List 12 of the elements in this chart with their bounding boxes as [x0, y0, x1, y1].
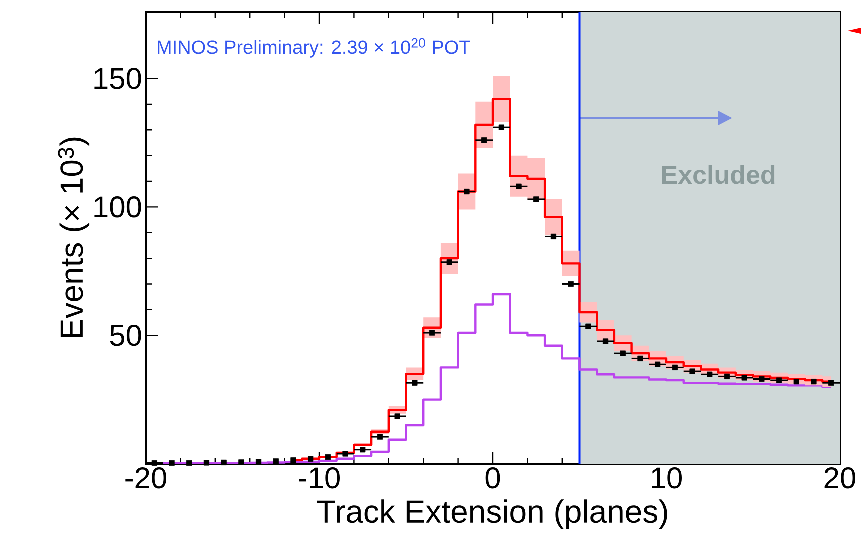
- x-tick-label: -20: [126, 468, 167, 489]
- y-tick-label: 100: [94, 196, 142, 218]
- y-tick-label: 50: [110, 324, 142, 346]
- y-tick-label: 150: [94, 68, 142, 90]
- band-label: Excluded: [662, 165, 775, 184]
- x-tick-label: -10: [299, 468, 340, 489]
- x-tick-label: 10: [652, 468, 682, 489]
- annotation: MINOS Preliminary: 2.39 × 10$^{20}$ POT: [158, 38, 470, 58]
- x-axis-title: Track Extension (planes): [317, 500, 668, 530]
- y-axis-title: Events (× 10$^{3}$): [58, 138, 90, 338]
- x-tick-label: 20: [824, 468, 856, 489]
- x-tick-label: 0: [486, 468, 500, 489]
